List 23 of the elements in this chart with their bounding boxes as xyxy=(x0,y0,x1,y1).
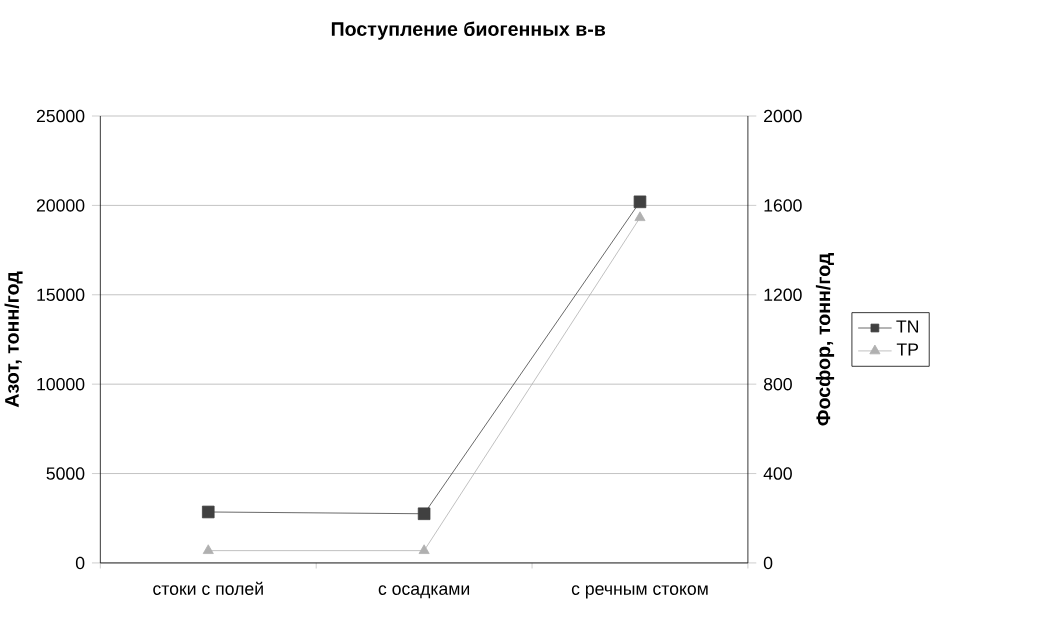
point xyxy=(417,507,431,521)
y-tick-label: 15000 xyxy=(37,288,85,302)
y2-axis-title: Фосфор, тонн/год xyxy=(815,253,835,426)
y-axis-title: Азот, тонн/год xyxy=(4,271,23,408)
chart-title: Поступление биогенных в-в xyxy=(331,21,606,40)
y2-tick-label: 1200 xyxy=(764,288,802,302)
y-tick-label: 10000 xyxy=(37,377,85,391)
y2-tick-label: 400 xyxy=(763,467,792,480)
y2-tick-label: 1600 xyxy=(764,199,802,212)
y2-tick-label: 2000 xyxy=(764,109,802,123)
y2-tick-label: 0 xyxy=(763,556,773,570)
y-tick-label: 20000 xyxy=(36,199,85,212)
x-tick-label: стоки с полей xyxy=(153,581,263,595)
point xyxy=(633,195,647,209)
x-tick-label: с осадками xyxy=(378,585,470,599)
point xyxy=(202,505,215,519)
legend-label: TN xyxy=(896,320,919,333)
y2-tick-label: 800 xyxy=(763,377,792,391)
legend-label: TP xyxy=(896,343,919,356)
x-tick-label: с речным стоком xyxy=(571,585,708,599)
y-tick-label: 5000 xyxy=(46,467,85,480)
y-tick-label: 0 xyxy=(75,556,85,570)
y-tick-label: 25000 xyxy=(36,109,85,123)
